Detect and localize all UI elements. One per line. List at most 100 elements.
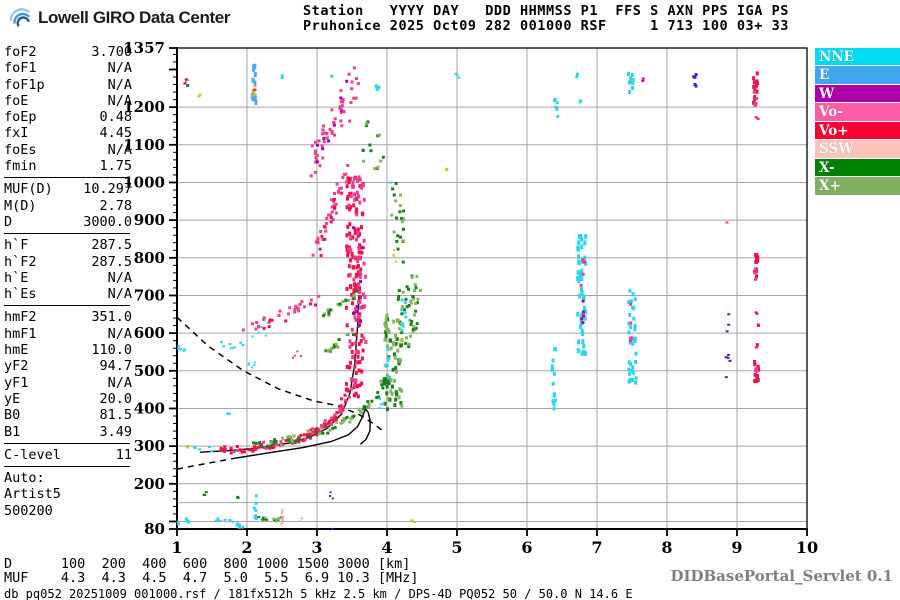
param-value: 11 [115,446,132,463]
svg-text:900: 900 [134,211,165,229]
param-label: foEs [4,141,37,158]
param-value: 351.0 [91,309,132,326]
param-label: B0 [4,407,21,424]
param-label: C-level [4,446,61,463]
param-value: 10.297 [83,181,132,198]
header-brand: Lowell GIRO Data Center [8,6,230,30]
echo-scatter-points [176,63,761,530]
param-label: B1 [4,423,21,440]
param-value: 3.700 [91,44,132,60]
param-value: N/A [107,76,132,93]
svg-text:80: 80 [144,520,165,538]
station-header-columns: Station YYYY DAY DDD HHMMSS P1 FFS S AXN… [303,3,789,19]
svg-text:2: 2 [241,538,252,557]
param-value: 20.0 [99,390,132,407]
param-row: yF1 N/A [4,375,132,391]
param-row: fxI 4.45 [4,125,132,141]
param-label: MUF(D) [4,181,53,198]
svg-text:6: 6 [521,538,532,557]
analysis-curves [176,295,383,470]
svg-text:400: 400 [134,399,165,417]
param-label: h`Es [4,286,37,303]
param-label: hmE [4,342,29,359]
param-row: MUF(D) 10.297 [4,181,132,197]
curve-artist-trace-fit [200,295,360,453]
svg-text:3: 3 [311,538,322,557]
legend-item: Vo+ [815,121,900,140]
svg-text:700: 700 [134,286,165,304]
param-row: M(D) 2.78 [4,198,132,214]
legend-label: NNE [819,48,854,65]
param-label: yE [4,390,21,407]
param-label: foE [4,92,29,109]
legend-label: W [819,85,835,102]
param-row: yF2 94.7 [4,358,132,374]
param-value: 81.5 [99,407,132,424]
param-row: D 3000.0 [4,214,132,230]
param-row: hmF2 351.0 [4,309,132,325]
curve-transmission-curve [176,316,383,431]
param-row: foF1 N/A [4,60,132,76]
svg-text:1: 1 [171,538,182,557]
param-label: h`F2 [4,253,37,270]
param-value: N/A [107,325,132,342]
curve-true-height-profile [234,407,371,459]
param-row: h`Es N/A [4,286,132,302]
svg-text:200: 200 [134,475,165,493]
param-divider [4,442,130,444]
station-header-values: Pruhonice 2025 Oct09 282 001000 RSF 1 71… [303,18,789,34]
legend-label: Vo- [819,104,843,121]
param-label: h`E [4,269,29,286]
param-row: fmin 1.75 [4,158,132,174]
param-value: 0.48 [99,109,132,126]
autoscaling-label: Auto: [4,470,45,487]
param-value: N/A [107,286,132,303]
param-row: h`E N/A [4,270,132,286]
autoscaling-label: Artist5 [4,486,61,503]
param-row: h`F2 287.5 [4,254,132,270]
x-axis-labels: 1 2 3 4 5 6 7 8 9 10 [171,538,818,557]
curve-profile-extrapolated [176,457,236,470]
legend-item: Vo- [815,103,900,121]
param-value: 94.7 [99,358,132,375]
param-value: 3.49 [99,423,132,440]
app-title: Lowell GIRO Data Center [38,8,231,27]
param-label: foF2 [4,44,37,60]
param-row: h`F 287.5 [4,237,132,253]
param-row: foF1p N/A [4,77,132,93]
file-info-line: db pq052 20251009 001000.rsf / 181fx512h… [4,587,633,600]
param-value: 2.78 [99,197,132,214]
scaled-parameters-panel: foF2 3.700 foF1 N/A foF1p N/A foE N/A foEp 0.48 fx… [4,44,132,519]
legend-item: NNE [815,48,900,66]
param-label: hmF1 [4,325,37,342]
param-value: N/A [107,141,132,158]
param-row: B1 3.49 [4,424,132,440]
param-label: fxI [4,125,29,142]
distance-row: D 100 200 400 600 800 1000 1500 3000 [km… [4,556,411,572]
param-row: foEs N/A [4,142,132,158]
plot-axes [176,47,808,530]
param-value: N/A [107,92,132,109]
param-divider [4,177,130,179]
svg-text:800: 800 [134,249,165,267]
param-label: foF1p [4,76,45,93]
svg-text:8: 8 [661,538,672,557]
legend-label: Vo+ [819,122,849,139]
param-value: 287.5 [91,253,132,270]
param-divider [4,305,130,307]
param-divider [4,466,130,468]
param-value: 4.45 [99,125,132,142]
svg-text:500: 500 [134,362,165,380]
giro-logo-icon [9,8,30,27]
svg-text:5: 5 [451,538,462,557]
param-value: N/A [107,374,132,391]
param-label: fmin [4,158,37,175]
legend-label: X- [819,159,835,176]
legend-label: X+ [819,177,841,194]
echo-direction-legend: NNE E W Vo- Vo+ SSW X- X+ [815,48,900,196]
param-label: M(D) [4,197,37,214]
svg-text:7: 7 [591,538,602,557]
param-label: foEp [4,109,37,126]
